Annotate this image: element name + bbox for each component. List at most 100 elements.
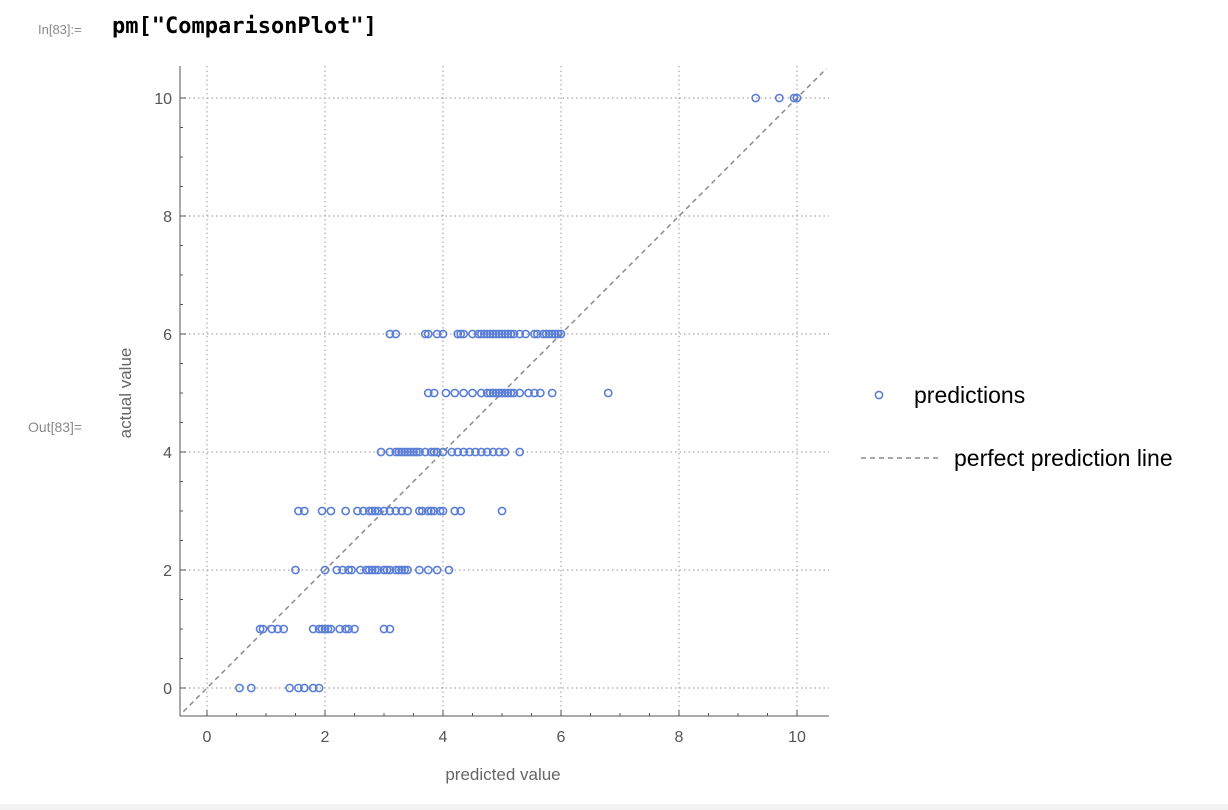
prediction-point (255, 624, 265, 634)
prediction-point (468, 329, 477, 339)
prediction-point (394, 565, 404, 575)
prediction-point (603, 388, 613, 398)
prediction-point (500, 388, 510, 398)
prediction-point (341, 624, 351, 634)
x-tick-label: 2 (321, 729, 330, 746)
x-tick-label: 4 (439, 729, 448, 746)
y-tick-label: 8 (163, 209, 172, 226)
prediction-point (417, 506, 427, 516)
x-tick-label: 8 (675, 729, 684, 746)
y-axis-label: actual value (116, 348, 135, 439)
prediction-point (544, 329, 554, 339)
prediction-point (535, 388, 545, 398)
y-tick-label: 10 (154, 91, 172, 108)
prediction-point (332, 565, 342, 575)
legend: predictions perfect prediction line (861, 382, 1173, 471)
prediction-point (367, 506, 377, 516)
prediction-point (550, 329, 560, 339)
prediction-point (400, 447, 410, 457)
prediction-point (497, 506, 507, 516)
prediction-point (476, 447, 486, 457)
window-bottom-bar (0, 804, 1228, 810)
prediction-point (432, 565, 442, 575)
prediction-point (367, 565, 377, 575)
prediction-point (403, 506, 412, 516)
prediction-point (273, 624, 283, 634)
prediction-point (547, 388, 557, 398)
prediction-point (509, 388, 519, 398)
prediction-point (285, 683, 294, 693)
prediction-point (235, 683, 244, 693)
prediction-point (373, 565, 383, 575)
prediction-point (476, 388, 486, 398)
prediction-point (438, 447, 448, 457)
prediction-point (291, 565, 300, 575)
prediction-point (423, 565, 433, 575)
prediction-point (488, 329, 498, 339)
prediction-point (556, 329, 566, 339)
prediction-point (299, 506, 309, 516)
prediction-point (432, 447, 442, 457)
prediction-point (488, 388, 498, 398)
legend-perfect-line-label: perfect prediction line (954, 445, 1173, 471)
prediction-point (391, 447, 401, 457)
prediction-point (382, 565, 392, 575)
prediction-point (338, 565, 348, 575)
axes (179, 66, 829, 717)
prediction-point (423, 329, 433, 339)
prediction-point (353, 506, 362, 516)
prediction-point (355, 565, 365, 575)
y-tick-label: 4 (163, 445, 172, 462)
x-tick-label: 0 (203, 729, 212, 746)
prediction-point (553, 329, 563, 339)
prediction-point (450, 506, 460, 516)
prediction-point (792, 93, 802, 103)
x-axis-label: predicted value (445, 765, 560, 784)
prediction-point (317, 624, 327, 634)
prediction-point (412, 447, 421, 457)
prediction-point (426, 506, 436, 516)
prediction-point (456, 329, 466, 339)
prediction-point (420, 329, 430, 339)
prediction-point (414, 447, 424, 457)
prediction-point (267, 624, 277, 634)
prediction-point (344, 624, 353, 634)
prediction-point (751, 93, 761, 103)
prediction-point (279, 624, 289, 634)
prediction-point (491, 329, 501, 339)
prediction-point (403, 447, 412, 457)
prediction-point (441, 388, 451, 398)
prediction-point (420, 447, 430, 457)
prediction-point (494, 447, 504, 457)
prediction-point (294, 683, 303, 693)
prediction-point (406, 447, 415, 457)
prediction-point (459, 388, 469, 398)
prediction-point (320, 565, 330, 575)
prediction-point (506, 388, 516, 398)
prediction-point (320, 624, 330, 634)
prediction-point (358, 506, 368, 516)
prediction-point (479, 329, 489, 339)
prediction-point (361, 565, 371, 575)
input-cell-code[interactable]: pm["ComparisonPlot"] (112, 14, 377, 39)
legend-predictions-marker (874, 390, 884, 400)
prediction-point (379, 506, 389, 516)
prediction-point (317, 506, 327, 516)
prediction-point (447, 447, 457, 457)
prediction-point (485, 388, 495, 398)
prediction-point (376, 447, 386, 457)
output-cell-label: Out[83]= (28, 419, 83, 435)
prediction-point (326, 506, 336, 516)
prediction-point (344, 565, 353, 575)
prediction-point (414, 506, 424, 516)
prediction-point (482, 388, 492, 398)
prediction-point (438, 329, 448, 339)
x-tick-label: 10 (788, 729, 806, 746)
prediction-point (482, 447, 492, 457)
prediction-point (314, 683, 324, 693)
y-tick-label: 0 (163, 681, 172, 698)
prediction-point (379, 565, 389, 575)
prediction-point (370, 565, 380, 575)
prediction-point (391, 565, 401, 575)
prediction-point (432, 329, 442, 339)
